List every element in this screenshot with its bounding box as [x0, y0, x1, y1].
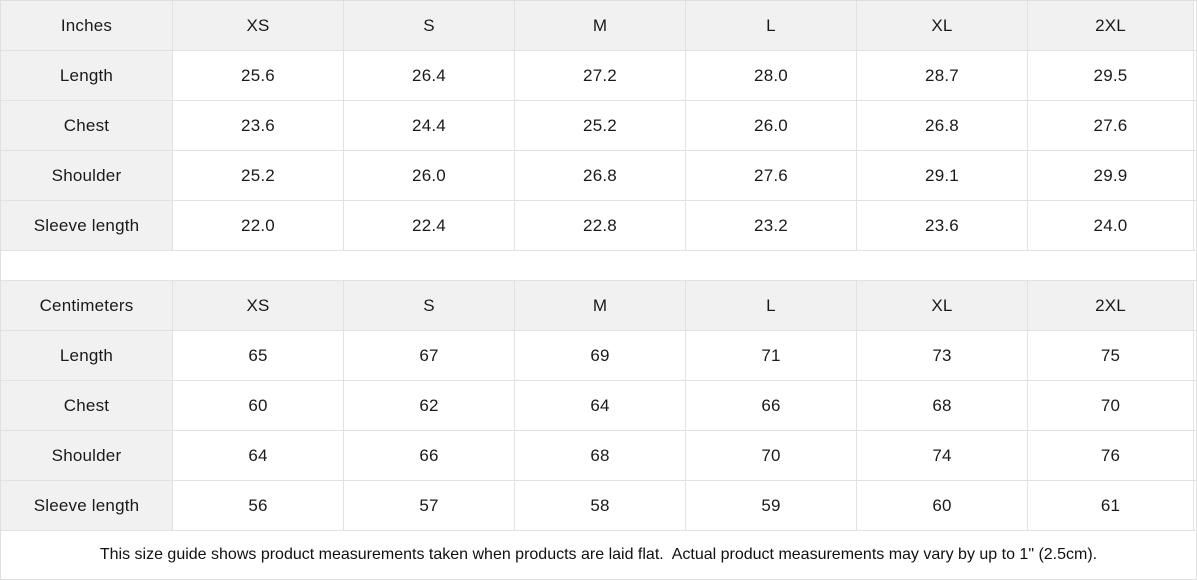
table-row: Length 25.6 26.4 27.2 28.0 28.7 29.5 — [1, 51, 1196, 101]
value-cell: 24.4 — [344, 101, 515, 150]
value-cell: 26.8 — [515, 151, 686, 200]
value-cell: 56 — [173, 481, 344, 530]
size-guide-body: Inches XS S M L XL 2XL Length 25.6 26.4 27.2 28.0 28… — [1, 1, 1196, 531]
value-cell: 24.0 — [1028, 201, 1194, 250]
value-cell: 67 — [344, 331, 515, 380]
value-cell: 76 — [1028, 431, 1194, 480]
table-row: Shoulder 64 66 68 70 74 76 — [1, 431, 1196, 481]
value-cell: 65 — [173, 331, 344, 380]
value-cell: 26.0 — [686, 101, 857, 150]
row-label-cell: Chest — [1, 381, 173, 430]
value-cell: 23.2 — [686, 201, 857, 250]
table-row: Chest 23.6 24.4 25.2 26.0 26.8 27.6 — [1, 101, 1196, 151]
value-cell: 60 — [857, 481, 1028, 530]
value-cell: 27.2 — [515, 51, 686, 100]
value-cell: 26.4 — [344, 51, 515, 100]
value-cell: 68 — [857, 381, 1028, 430]
size-header-cell: M — [515, 1, 686, 50]
table-gap — [1, 251, 1196, 281]
unit-label-cell: Centimeters — [1, 281, 173, 330]
value-cell: 22.4 — [344, 201, 515, 250]
value-cell: 22.0 — [173, 201, 344, 250]
value-cell: 28.0 — [686, 51, 857, 100]
size-header-cell: S — [344, 281, 515, 330]
value-cell: 64 — [173, 431, 344, 480]
table-row: Chest 60 62 64 66 68 70 — [1, 381, 1196, 431]
value-cell: 23.6 — [857, 201, 1028, 250]
value-cell: 64 — [515, 381, 686, 430]
value-cell: 26.8 — [857, 101, 1028, 150]
value-cell: 58 — [515, 481, 686, 530]
value-cell: 57 — [344, 481, 515, 530]
size-table: Centimeters XS S M L XL 2XL Length 65 67 69 71 73 75 C… — [1, 281, 1196, 531]
value-cell: 29.1 — [857, 151, 1028, 200]
value-cell: 68 — [515, 431, 686, 480]
size-header-cell: 2XL — [1028, 281, 1194, 330]
size-header-cell: XS — [173, 281, 344, 330]
size-header-cell: XS — [173, 1, 344, 50]
value-cell: 73 — [857, 331, 1028, 380]
table-row: Length 65 67 69 71 73 75 — [1, 331, 1196, 381]
value-cell: 69 — [515, 331, 686, 380]
size-table: Inches XS S M L XL 2XL Length 25.6 26.4 27.2 28.0 28… — [1, 1, 1196, 251]
row-label-cell: Shoulder — [1, 431, 173, 480]
value-cell: 66 — [344, 431, 515, 480]
row-label-cell: Length — [1, 331, 173, 380]
value-cell: 60 — [173, 381, 344, 430]
size-header-cell: XL — [857, 1, 1028, 50]
size-header-cell: M — [515, 281, 686, 330]
header-row: Centimeters XS S M L XL 2XL — [1, 281, 1196, 331]
size-header-cell: S — [344, 1, 515, 50]
value-cell: 26.0 — [344, 151, 515, 200]
value-cell: 66 — [686, 381, 857, 430]
row-label-cell: Length — [1, 51, 173, 100]
value-cell: 70 — [1028, 381, 1194, 430]
row-label-cell: Chest — [1, 101, 173, 150]
size-header-cell: XL — [857, 281, 1028, 330]
size-header-cell: L — [686, 281, 857, 330]
value-cell: 74 — [857, 431, 1028, 480]
value-cell: 71 — [686, 331, 857, 380]
table-row: Sleeve length 56 57 58 59 60 61 — [1, 481, 1196, 531]
unit-label-cell: Inches — [1, 1, 173, 50]
size-header-cell: L — [686, 1, 857, 50]
value-cell: 29.5 — [1028, 51, 1194, 100]
value-cell: 59 — [686, 481, 857, 530]
value-cell: 62 — [344, 381, 515, 430]
value-cell: 27.6 — [1028, 101, 1194, 150]
value-cell: 27.6 — [686, 151, 857, 200]
value-cell: 25.6 — [173, 51, 344, 100]
table-row: Shoulder 25.2 26.0 26.8 27.6 29.1 29.9 — [1, 151, 1196, 201]
table-row: Sleeve length 22.0 22.4 22.8 23.2 23.6 24.0 — [1, 201, 1196, 251]
value-cell: 61 — [1028, 481, 1194, 530]
value-cell: 28.7 — [857, 51, 1028, 100]
row-label-cell: Shoulder — [1, 151, 173, 200]
value-cell: 23.6 — [173, 101, 344, 150]
value-cell: 25.2 — [173, 151, 344, 200]
value-cell: 25.2 — [515, 101, 686, 150]
row-label-cell: Sleeve length — [1, 481, 173, 530]
row-label-cell: Sleeve length — [1, 201, 173, 250]
value-cell: 70 — [686, 431, 857, 480]
size-header-cell: 2XL — [1028, 1, 1194, 50]
value-cell: 75 — [1028, 331, 1194, 380]
value-cell: 29.9 — [1028, 151, 1194, 200]
header-row: Inches XS S M L XL 2XL — [1, 1, 1196, 51]
value-cell: 22.8 — [515, 201, 686, 250]
size-guide-note: This size guide shows product measuremen… — [1, 531, 1196, 579]
